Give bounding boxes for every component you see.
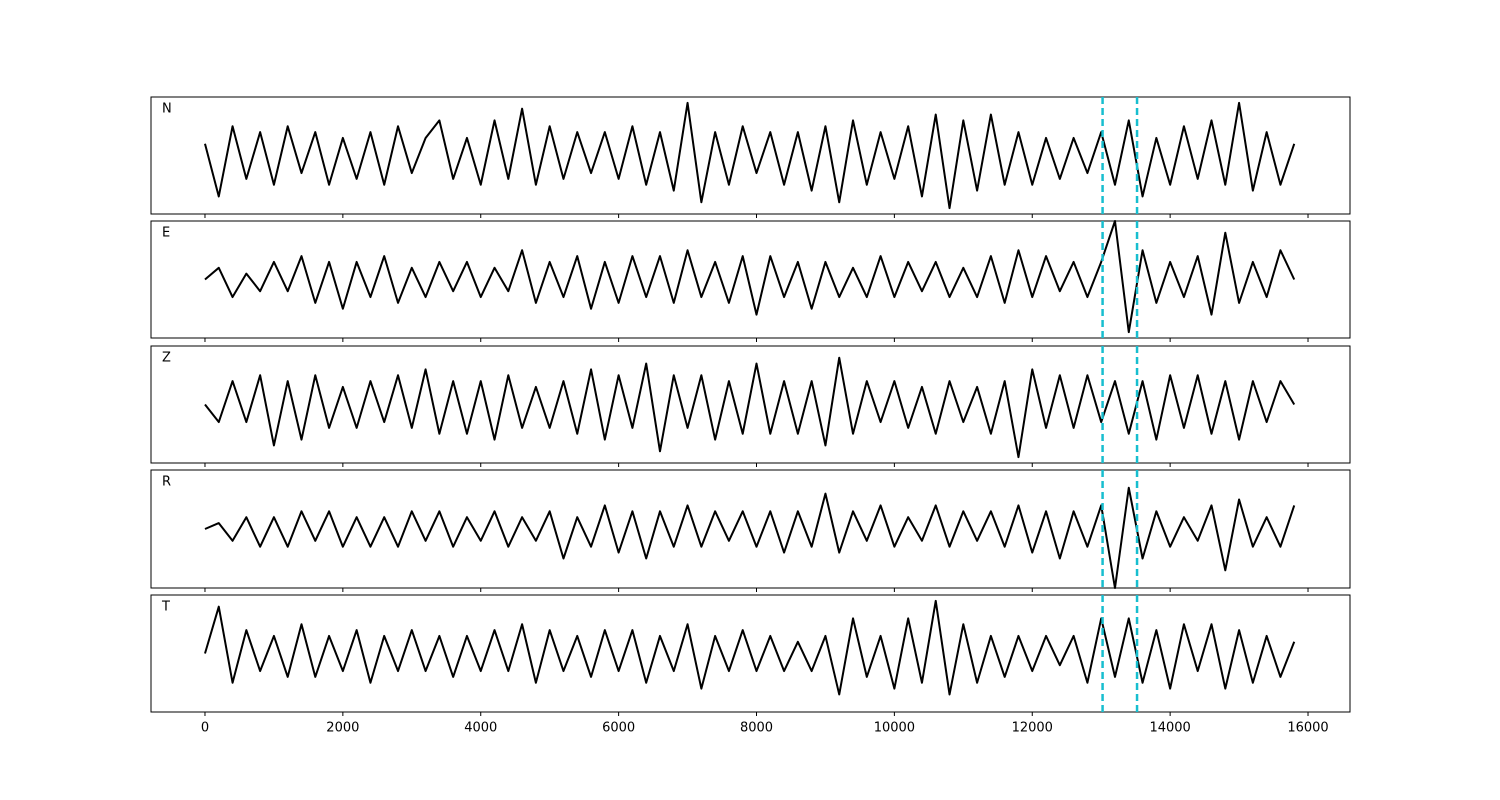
x-tick-label: 16000 (1287, 721, 1328, 736)
x-tick-label: 8000 (740, 721, 773, 736)
x-tick-label: 12000 (1012, 721, 1053, 736)
panel-label: Z (162, 351, 171, 366)
x-tick-label: 10000 (874, 721, 915, 736)
panel-frame (150, 96, 1351, 215)
panel-frame (150, 469, 1351, 589)
x-tick-label: 4000 (464, 721, 497, 736)
trace (204, 356, 1296, 459)
panel-frame (150, 345, 1351, 464)
trace (204, 599, 1296, 696)
panel-label: N (162, 102, 172, 117)
panel-frame (150, 220, 1351, 339)
trace (204, 220, 1296, 334)
panel-label: E (162, 226, 170, 241)
panel-label: R (162, 475, 171, 490)
trace (204, 486, 1296, 589)
x-tick-label: 14000 (1149, 721, 1190, 736)
x-tick-label: 2000 (326, 721, 359, 736)
x-tick-label: 0 (201, 721, 209, 736)
x-tick-label: 6000 (602, 721, 635, 736)
panel-label: T (161, 600, 170, 615)
panel-frame (150, 594, 1351, 713)
trace (204, 101, 1296, 210)
